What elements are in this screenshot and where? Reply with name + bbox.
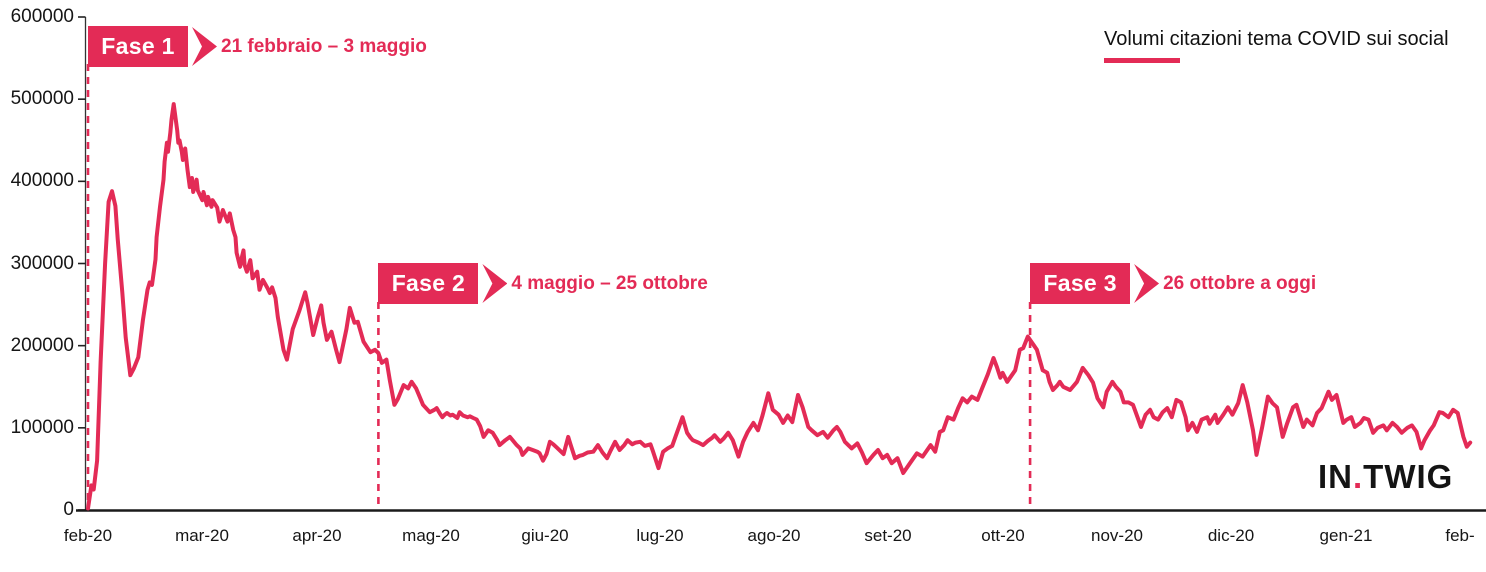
x-tick-label: feb- — [1445, 526, 1475, 545]
phase2-banner: Fase 2 4 maggio – 25 ottobre — [378, 263, 708, 304]
x-tick-label: dic-20 — [1207, 526, 1255, 545]
x-tick-label: ago-20 — [747, 526, 801, 545]
x-tick-label: apr-20 — [292, 526, 342, 545]
x-tick-label: set-20 — [864, 526, 912, 545]
y-axis-ticks — [78, 16, 86, 511]
y-tick-label: 200000 — [10, 335, 74, 356]
phase3-date-range: 26 ottobre a oggi — [1163, 272, 1317, 294]
x-tick-label: giu-20 — [521, 526, 569, 545]
phase2-date-range: 4 maggio – 25 ottobre — [511, 272, 708, 294]
covid-citations-line — [86, 102, 1473, 511]
legend-label: Volumi citazioni tema COVID sui social — [1104, 28, 1449, 50]
phase3-label: Fase 3 — [1043, 270, 1117, 296]
legend-series-swatch — [1104, 58, 1180, 63]
y-tick-label: 600000 — [10, 6, 74, 27]
y-tick-label: 300000 — [10, 253, 74, 274]
phase1-date-range: 21 febbraio – 3 maggio — [221, 35, 427, 57]
x-tick-label: nov-20 — [1091, 526, 1143, 545]
logo-text: TWIG — [1363, 458, 1454, 495]
y-tick-label: 100000 — [10, 417, 74, 438]
x-tick-label: gen-21 — [1319, 526, 1373, 545]
legend: Volumi citazioni tema COVID sui social — [1104, 28, 1449, 63]
phase1-label: Fase 1 — [101, 33, 175, 59]
intwig-logo: IN.TWIG — [1318, 458, 1453, 496]
logo-text: IN — [1318, 458, 1353, 495]
phase1-banner: Fase 1 21 febbraio – 3 maggio — [88, 26, 427, 67]
y-tick-label: 400000 — [10, 170, 74, 191]
logo-dot: . — [1353, 458, 1364, 495]
phase2-label: Fase 2 — [391, 270, 466, 296]
x-tick-label: mar-20 — [175, 526, 229, 545]
x-tick-label: lug-20 — [636, 526, 684, 545]
phase3-banner: Fase 3 26 ottobre a oggi — [1030, 263, 1316, 304]
y-tick-label: 500000 — [10, 88, 74, 109]
x-tick-label: mag-20 — [402, 526, 460, 545]
y-tick-label: 0 — [63, 499, 74, 520]
x-tick-label: ott-20 — [981, 526, 1025, 545]
x-tick-label: feb-20 — [63, 526, 113, 545]
